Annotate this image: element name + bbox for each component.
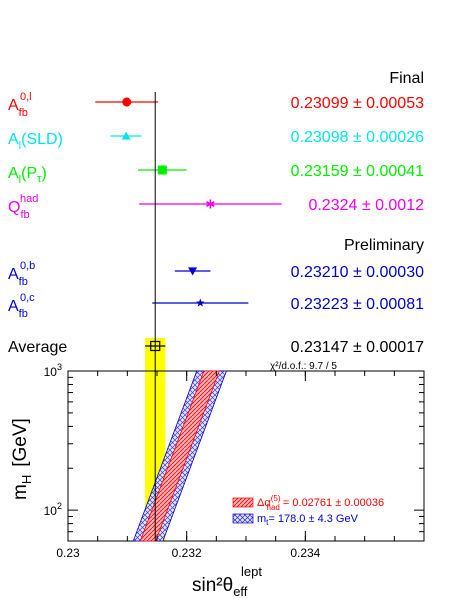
svg-text:sin²θeff: sin²θeff [192,575,248,599]
average-value: 0.23147 ± 0.00017 [291,339,424,356]
measurement-row: Afb 0,b 0.23210 ± 0.00030 [8,260,424,288]
y-tick-label: 102 [44,501,62,518]
measurement-label: Qfb had [8,193,38,221]
measurement-value: 0.23098 ± 0.00026 [291,129,424,146]
measurement-label: Al(Pτ) [8,165,47,186]
label-base: A [8,131,19,148]
label-sup: 0,b [20,260,35,272]
measurement-value: 0.23210 ± 0.00030 [291,264,424,281]
x-axis-title-sub: eff [233,584,248,599]
x-axis-title-sup: lept [241,564,262,579]
chi2-text: χ²/d.o.f.: 9.7 / 5 [270,361,337,372]
measurement-row: Al(SLD) 0.23098 ± 0.00026 [8,129,424,152]
label-paren-close: ) [41,165,46,182]
legend-name: Δα [257,497,271,509]
label-paren-close: ) [58,131,63,148]
average-label: Average [8,339,67,356]
label-sup: had [20,193,38,205]
measurement-value: 0.23223 ± 0.00081 [291,296,424,313]
label-sub: l [19,140,21,152]
measurement-value: 0.23159 ± 0.00041 [291,163,424,180]
legend-swatch [232,513,254,524]
marker-star [196,298,205,307]
measurement-label: Al(SLD) [8,131,63,152]
measurement-value: 0.2324 ± 0.0012 [308,197,424,214]
label-sup: 0,c [20,292,35,304]
legend-swatch [232,497,254,508]
y-axis-title-main: m [10,484,31,500]
y-tick-label-base: 10 [44,504,58,518]
asterisk-stroke [206,201,215,207]
label-sup: 0,l [20,91,32,103]
label-paren-sub: τ [37,173,42,185]
label-sub: fb [19,107,28,119]
label-base: A [8,298,19,315]
label-paren: P [26,165,37,182]
measurement-label: Afb 0,c [8,292,35,320]
label-sub: fb [19,276,28,288]
label-paren-open: ( [21,165,27,182]
section-label-preliminary: Preliminary [344,237,424,254]
measurement-row: Al(Pτ) 0.23159 ± 0.00041 [8,163,424,186]
measurement-row: Afb 0,l 0.23099 ± 0.00053 [8,91,424,119]
label-sub: fb [19,308,28,320]
legend-value: = 0.02761 ± 0.00036 [280,497,384,509]
marker-triangle-down [188,267,198,276]
section-label-final: Final [389,70,424,87]
label-sub: l [19,174,21,186]
label-base: Q [8,199,20,216]
label-base: A [8,266,19,283]
measurement-value: 0.23099 ± 0.00053 [291,95,424,112]
y-tick-label-exp: 2 [57,501,62,511]
measurement-label: Afb 0,l [8,91,32,119]
measurement-row: Afb 0,c 0.23223 ± 0.00081 [8,292,424,320]
y-axis-title-unit: [GeV] [10,418,31,467]
y-axis-title: mH [GeV] [10,418,34,500]
marker-square [157,165,167,175]
label-paren: SLD [26,131,57,148]
legend-entry: Δα(5) had = 0.02761 ± 0.00036 [232,494,384,512]
x-tick-label: 0.232 [172,546,202,560]
marker-circle [122,97,132,107]
legend-name-sub: t [266,518,269,527]
mh-bands-layer [132,370,227,542]
measurement-row: Qfb had 0.2324 ± 0.0012 [8,193,424,221]
y-tick-label-exp: 3 [57,362,62,372]
legend-entry: mt= 178.0 ± 4.3 GeV [232,513,359,527]
y-axis-title-sub: H [19,475,34,484]
svg-text:mH[GeV]: mH [GeV] [10,418,34,500]
legend-label: mt= 178.0 ± 4.3 GeV [257,513,359,527]
x-tick-label: 0.23 [56,546,80,560]
legend-name-sub: had [267,503,280,512]
measurement-label: Afb 0,b [8,260,35,288]
label-base: A [8,97,19,114]
x-axis-title: sin²θeff lept [192,564,262,599]
label-paren-open: ( [21,131,27,148]
legend-name: m [257,513,266,525]
legend-name-sup: (5) [271,494,281,503]
y-tick-label-base: 10 [44,365,58,379]
marker-triangle-up [121,131,131,140]
label-sub: fb [20,209,29,221]
average-row: Average 0.23147 ± 0.00017 [8,339,424,356]
marker-asterisk [206,199,215,209]
x-tick-label: 0.234 [290,546,320,560]
x-axis-title-main: sin²θ [192,575,233,596]
mh-band-0 [139,370,220,542]
legend-value: = 178.0 ± 4.3 GeV [268,513,358,525]
y-tick-label: 103 [44,362,62,379]
label-base: A [8,165,19,182]
legend-label: Δα(5) had = 0.02761 ± 0.00036 [257,494,384,512]
